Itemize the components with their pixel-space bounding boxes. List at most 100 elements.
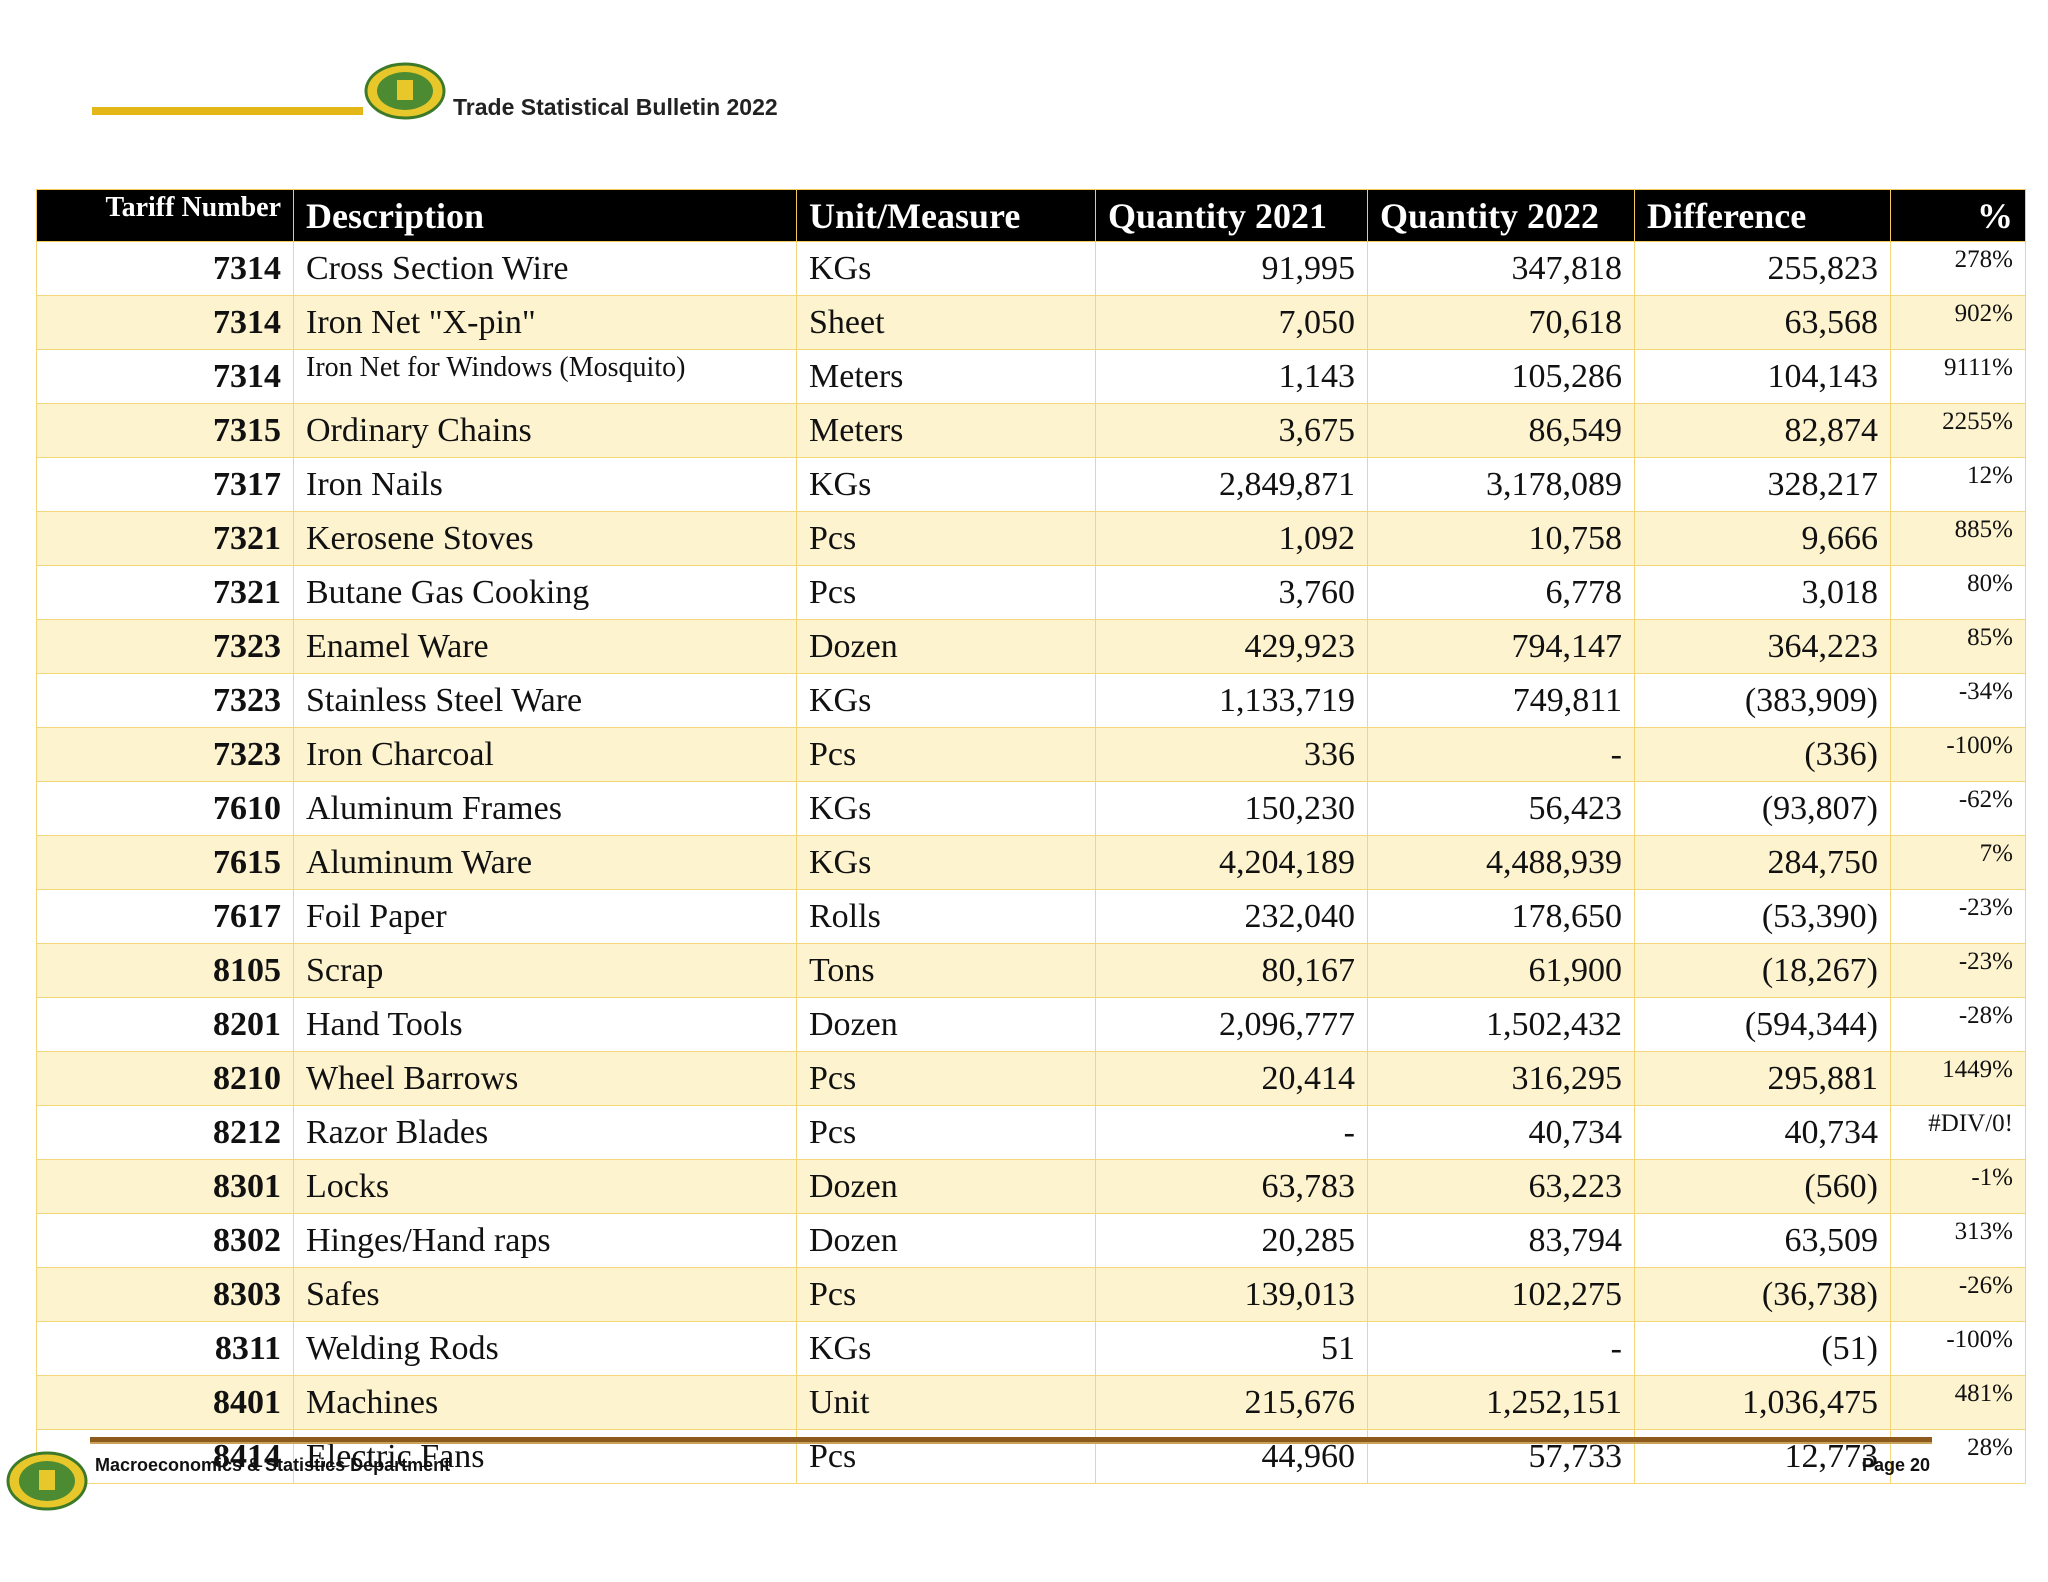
table-cell: 902%	[1890, 295, 2026, 350]
logo	[364, 62, 446, 120]
table-cell: Unit	[796, 1375, 1096, 1430]
table-cell: Dozen	[796, 1159, 1096, 1214]
table-cell: 8105	[36, 943, 294, 998]
table-cell: -100%	[1890, 1321, 2026, 1376]
table-cell: KGs	[796, 835, 1096, 890]
table-row: 8105 Scrap Tons 80,167 61,900 (18,267) -23%	[36, 943, 2026, 998]
table-cell: -	[1367, 1321, 1635, 1376]
table-cell: 347,818	[1367, 241, 1635, 296]
table-cell: 4,488,939	[1367, 835, 1635, 890]
table-cell: Wheel Barrows	[293, 1051, 797, 1106]
table-cell: 63,783	[1095, 1159, 1368, 1214]
table-cell: Meters	[796, 403, 1096, 458]
table-cell: 63,509	[1634, 1213, 1891, 1268]
table-cell: 1,092	[1095, 511, 1368, 566]
table-cell: 7315	[36, 403, 294, 458]
table-cell: 7615	[36, 835, 294, 890]
table-cell: Scrap	[293, 943, 797, 998]
table-cell: 7323	[36, 673, 294, 728]
table-cell: 8311	[36, 1321, 294, 1376]
table-row: 7317 Iron Nails KGs 2,849,871 3,178,089 328,2…	[36, 457, 2026, 512]
table-cell: Enamel Ware	[293, 619, 797, 674]
table-cell: -26%	[1890, 1267, 2026, 1322]
table-cell: 7323	[36, 727, 294, 782]
table-cell: 139,013	[1095, 1267, 1368, 1322]
table-cell: 885%	[1890, 511, 2026, 566]
table-cell: Ordinary Chains	[293, 403, 797, 458]
table-cell: Pcs	[796, 511, 1096, 566]
table-cell: 7321	[36, 511, 294, 566]
table-cell: 80%	[1890, 565, 2026, 620]
table-row: 7617 Foil Paper Rolls 232,040 178,650 (53,390…	[36, 889, 2026, 944]
table-cell: -100%	[1890, 727, 2026, 782]
table-cell: Dozen	[796, 619, 1096, 674]
table-cell: 7314	[36, 241, 294, 296]
table-cell: (594,344)	[1634, 997, 1891, 1052]
table-cell: Dozen	[796, 997, 1096, 1052]
table-cell: 2255%	[1890, 403, 2026, 458]
table-cell: 8201	[36, 997, 294, 1052]
table-cell: 178,650	[1367, 889, 1635, 944]
table-cell: -28%	[1890, 997, 2026, 1052]
table-cell: 7314	[36, 295, 294, 350]
table-cell: 8212	[36, 1105, 294, 1160]
table-cell: 429,923	[1095, 619, 1368, 674]
table-cell: 1,502,432	[1367, 997, 1635, 1052]
table-cell: 316,295	[1367, 1051, 1635, 1106]
table-cell: 336	[1095, 727, 1368, 782]
table-cell: KGs	[796, 781, 1096, 836]
table-cell: 3,675	[1095, 403, 1368, 458]
table-cell: Meters	[796, 349, 1096, 404]
table-cell: (53,390)	[1634, 889, 1891, 944]
table-cell: (336)	[1634, 727, 1891, 782]
table-cell: -	[1095, 1105, 1368, 1160]
table-cell: Kerosene Stoves	[293, 511, 797, 566]
table-cell: 63,568	[1634, 295, 1891, 350]
table-cell: (36,738)	[1634, 1267, 1891, 1322]
table-cell: 10,758	[1367, 511, 1635, 566]
table-cell: 7610	[36, 781, 294, 836]
table-cell: 7317	[36, 457, 294, 512]
footer-logo	[6, 1451, 88, 1511]
header-title: Trade Statistical Bulletin 2022	[453, 94, 778, 120]
table-row: 7323 Iron Charcoal Pcs 336- (336) -100%	[36, 727, 2026, 782]
table-row: 7314 Iron Net for Windows (Mosquito) Meter…	[36, 349, 2026, 404]
table-cell: Stainless Steel Ware	[293, 673, 797, 728]
table-cell: 364,223	[1634, 619, 1891, 674]
table-cell: 8401	[36, 1375, 294, 1430]
table-cell: 794,147	[1367, 619, 1635, 674]
table-row: 8303 Safes Pcs 139,013 102,275 (36,738) -26%	[36, 1267, 2026, 1322]
table-cell: 80,167	[1095, 943, 1368, 998]
column-header: Tariff Number	[36, 189, 294, 242]
table-cell: 40,734	[1634, 1105, 1891, 1160]
table-cell: 9,666	[1634, 511, 1891, 566]
table-row: 7323 Stainless Steel Ware KGs 1,133,719 749,…	[36, 673, 2026, 728]
table-cell: 255,823	[1634, 241, 1891, 296]
table-cell: Sheet	[796, 295, 1096, 350]
table-cell: Dozen	[796, 1213, 1096, 1268]
table-cell: Razor Blades	[293, 1105, 797, 1160]
data-table: Tariff Number Description Unit/Measure Quan…	[36, 189, 2026, 1484]
table-row: 7610 Aluminum Frames KGs 150,230 56,423 (93,8…	[36, 781, 2026, 836]
table-cell: Iron Net "X-pin"	[293, 295, 797, 350]
table-cell: Iron Nails	[293, 457, 797, 512]
table-row: 8212 Razor Blades Pcs -40,734 40,734 #DIV/0!	[36, 1105, 2026, 1160]
table-cell: 7323	[36, 619, 294, 674]
table-cell: 215,676	[1095, 1375, 1368, 1430]
table-cell: 3,178,089	[1367, 457, 1635, 512]
table-cell: 83,794	[1367, 1213, 1635, 1268]
table-row: 7314 Cross Section Wire KGs 91,995 347,818 25…	[36, 241, 2026, 296]
table-cell: Cross Section Wire	[293, 241, 797, 296]
header-row: Tariff Number Description Unit/Measure Quan…	[36, 189, 2026, 242]
table-row: 8301 Locks Dozen 63,783 63,223 (560) -1%	[36, 1159, 2026, 1214]
table-cell: KGs	[796, 457, 1096, 512]
table-cell: 3,760	[1095, 565, 1368, 620]
table-cell: 2,096,777	[1095, 997, 1368, 1052]
table-cell: -1%	[1890, 1159, 2026, 1214]
table-cell: 102,275	[1367, 1267, 1635, 1322]
table-cell: 82,874	[1634, 403, 1891, 458]
table-cell: 8301	[36, 1159, 294, 1214]
table-cell: 105,286	[1367, 349, 1635, 404]
table-row: 8401 Machines Unit 215,676 1,252,151 1,036,47…	[36, 1375, 2026, 1430]
